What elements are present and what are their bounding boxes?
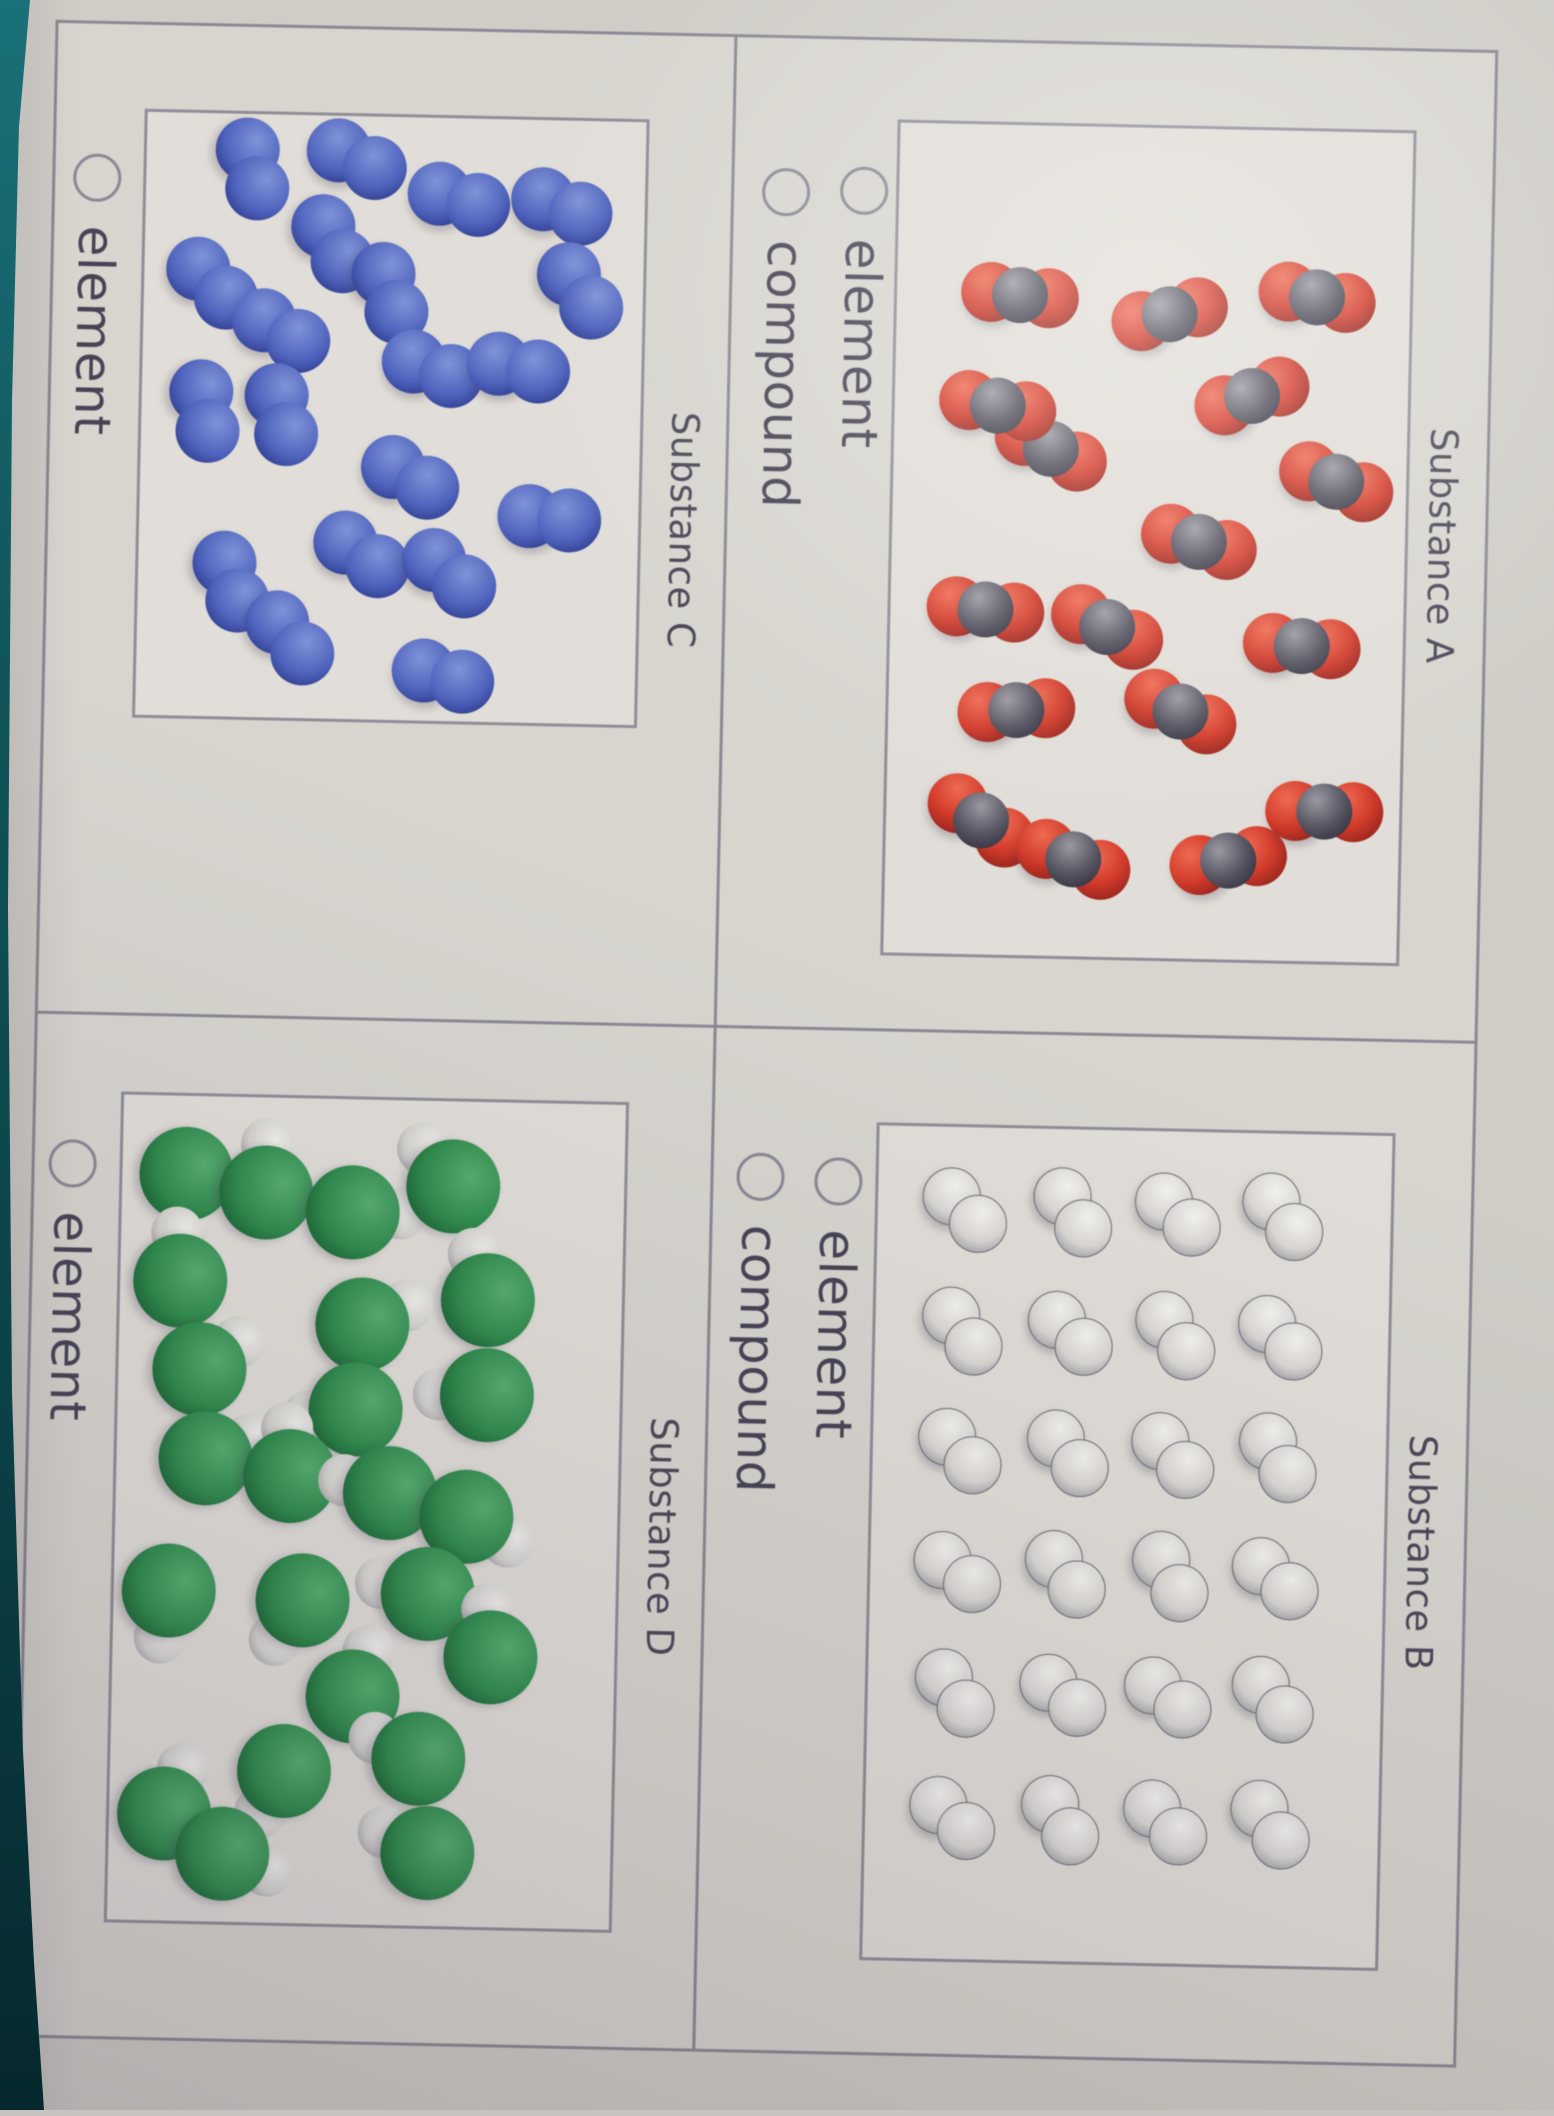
molecule bbox=[1015, 1278, 1125, 1388]
label-a-element: element bbox=[829, 238, 893, 450]
molecule bbox=[1270, 432, 1403, 532]
option-row-a-compound: compound bbox=[750, 167, 815, 509]
molecule bbox=[233, 1722, 333, 1840]
molecule bbox=[901, 1519, 1014, 1625]
molecule bbox=[1111, 1767, 1220, 1877]
radio-c-element[interactable] bbox=[72, 153, 122, 203]
option-row-b-compound: compound bbox=[724, 1152, 789, 1494]
molecule bbox=[1239, 609, 1364, 682]
molecule bbox=[356, 1804, 476, 1902]
substance-d-particle-box bbox=[103, 1091, 630, 1933]
label-b-compound: compound bbox=[724, 1224, 789, 1494]
molecule bbox=[208, 110, 296, 227]
molecule bbox=[217, 1117, 315, 1241]
molecule bbox=[910, 1275, 1015, 1387]
molecule bbox=[1121, 1520, 1219, 1633]
option-row-d-element: element bbox=[38, 1138, 101, 1422]
molecule bbox=[1220, 1525, 1331, 1633]
substance-a-particle-box bbox=[880, 119, 1417, 967]
molecule bbox=[1186, 348, 1318, 443]
molecule bbox=[461, 325, 576, 409]
molecule bbox=[383, 630, 502, 722]
molecule bbox=[903, 1636, 1007, 1749]
molecule bbox=[1133, 496, 1264, 588]
molecule bbox=[120, 1542, 218, 1664]
molecule bbox=[150, 1315, 266, 1418]
molecule bbox=[1114, 658, 1247, 765]
molecule bbox=[396, 1122, 502, 1235]
molecule bbox=[313, 1276, 434, 1374]
molecule bbox=[399, 153, 518, 245]
molecule bbox=[1015, 1398, 1121, 1510]
molecule bbox=[1231, 1161, 1336, 1273]
molecule bbox=[173, 1805, 294, 1903]
molecule bbox=[164, 354, 244, 468]
molecule bbox=[1105, 270, 1235, 358]
molecule bbox=[441, 1582, 539, 1707]
radio-a-compound[interactable] bbox=[761, 167, 811, 217]
molecule bbox=[955, 676, 1078, 745]
molecule bbox=[524, 229, 636, 352]
molecule bbox=[412, 1346, 536, 1444]
substance-c-particle-box bbox=[132, 107, 650, 729]
molecule bbox=[131, 1205, 229, 1330]
molecule bbox=[1253, 256, 1381, 339]
label-b-element: element bbox=[804, 1228, 867, 1440]
molecule bbox=[1119, 1400, 1227, 1512]
molecule bbox=[348, 1710, 467, 1808]
molecule bbox=[1112, 1644, 1224, 1751]
substance-b-particle-box bbox=[859, 1122, 1396, 1971]
molecule bbox=[304, 1163, 428, 1261]
molecule bbox=[1124, 1279, 1227, 1392]
molecule bbox=[1013, 1518, 1118, 1631]
molecule bbox=[1226, 1282, 1335, 1393]
molecule bbox=[1007, 809, 1139, 909]
molecule bbox=[923, 572, 1048, 646]
radio-a-element[interactable] bbox=[839, 166, 889, 216]
molecule bbox=[1123, 1160, 1233, 1269]
radio-b-compound[interactable] bbox=[736, 1152, 786, 1202]
molecule bbox=[1040, 573, 1174, 680]
molecule bbox=[1010, 1763, 1111, 1876]
molecule bbox=[1228, 1402, 1328, 1515]
molecule bbox=[1264, 780, 1385, 843]
molecule bbox=[439, 1227, 537, 1349]
radio-d-element[interactable] bbox=[48, 1138, 98, 1188]
molecule bbox=[1007, 1641, 1118, 1749]
label-a-compound: compound bbox=[750, 239, 815, 509]
molecule bbox=[1220, 1643, 1326, 1756]
molecule bbox=[1219, 1768, 1322, 1881]
option-row-a-element: element bbox=[829, 166, 893, 450]
molecule bbox=[958, 259, 1083, 332]
molecule bbox=[349, 423, 472, 532]
molecule bbox=[934, 365, 1062, 447]
molecule bbox=[494, 480, 605, 556]
molecule bbox=[388, 514, 510, 632]
option-row-b-element: element bbox=[804, 1156, 867, 1440]
molecule bbox=[910, 1155, 1020, 1266]
molecule bbox=[247, 1551, 351, 1666]
molecule bbox=[897, 1763, 1008, 1872]
label-c-element: element bbox=[62, 225, 126, 436]
radio-b-element[interactable] bbox=[813, 1156, 863, 1206]
option-row-c-element: element bbox=[62, 153, 126, 436]
molecule bbox=[1022, 1156, 1124, 1269]
molecule bbox=[156, 1409, 277, 1507]
label-d-element: element bbox=[38, 1210, 101, 1422]
molecule bbox=[906, 1396, 1014, 1507]
